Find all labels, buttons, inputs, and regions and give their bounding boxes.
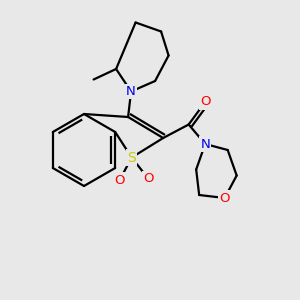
Text: O: O bbox=[200, 95, 210, 109]
Text: S: S bbox=[127, 151, 136, 164]
Text: O: O bbox=[114, 173, 125, 187]
Text: N: N bbox=[200, 137, 210, 151]
Text: N: N bbox=[126, 85, 136, 98]
Text: O: O bbox=[219, 191, 230, 205]
Text: O: O bbox=[143, 172, 153, 185]
